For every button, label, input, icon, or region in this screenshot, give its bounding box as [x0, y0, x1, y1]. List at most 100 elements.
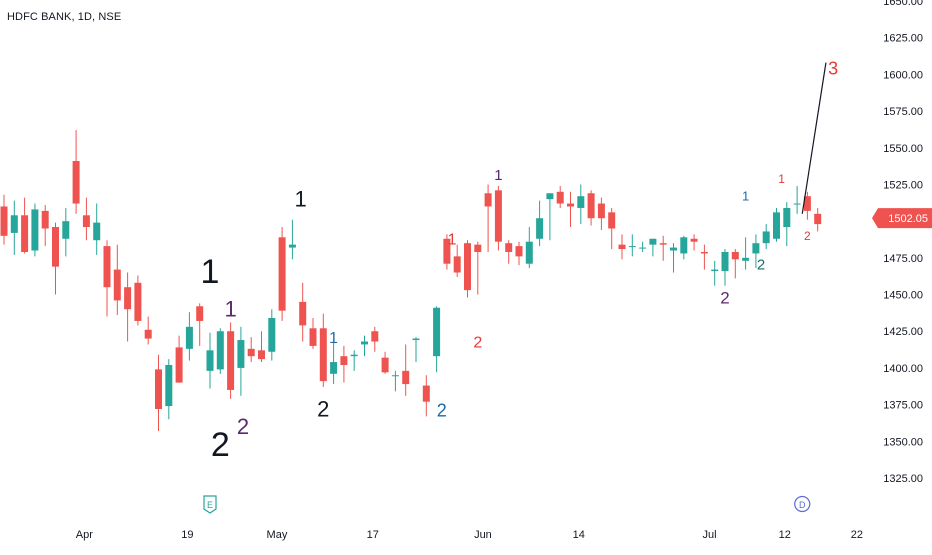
wave-label: 1 — [448, 232, 457, 249]
candle-body — [628, 246, 636, 248]
candle — [494, 185, 502, 251]
candle — [525, 227, 533, 269]
candle — [216, 328, 224, 374]
candle-body — [144, 329, 152, 339]
candle-body — [680, 237, 688, 254]
candle — [587, 190, 595, 226]
candle-body — [546, 193, 554, 200]
candle — [391, 370, 399, 392]
event-marker[interactable]: D — [794, 495, 811, 513]
candle — [474, 241, 482, 295]
candle — [649, 238, 657, 257]
candle — [124, 272, 132, 342]
y-tick-label: 1450.00 — [883, 290, 923, 302]
candle-body — [62, 221, 70, 239]
x-tick-label: May — [267, 529, 288, 541]
current-price-label: 1502.05 — [888, 213, 928, 225]
candle — [742, 237, 750, 270]
candle — [134, 275, 142, 326]
candle — [41, 205, 49, 247]
candle — [361, 335, 368, 357]
x-tick-label: 17 — [367, 529, 379, 541]
event-marker[interactable]: E — [203, 495, 217, 514]
candle — [680, 235, 688, 260]
candle — [268, 309, 276, 361]
wave-label: 2 — [720, 288, 729, 307]
price-axis[interactable]: 1325.00 1350.00 1375.00 1400.00 1425.00 1450.… — [883, 0, 923, 485]
candle — [237, 326, 245, 396]
candle — [628, 234, 636, 257]
candle-body — [505, 243, 513, 252]
candle-body — [124, 287, 132, 310]
candle — [93, 203, 101, 255]
candle-body — [752, 243, 760, 254]
wave-label: 2 — [473, 334, 482, 351]
candle-body — [639, 247, 647, 249]
candle-body — [783, 207, 791, 228]
candle — [546, 193, 554, 241]
candle-body — [247, 348, 255, 357]
y-tick-label: 1425.00 — [883, 326, 923, 338]
event-badge — [794, 495, 811, 513]
wave-label: 1 — [201, 253, 220, 291]
wave-label: 1 — [329, 330, 338, 347]
candle-body — [72, 160, 80, 204]
candle-body — [577, 196, 585, 208]
y-tick-label: 1650.00 — [883, 0, 923, 8]
y-tick-label: 1575.00 — [883, 106, 923, 118]
candle-body — [670, 247, 677, 251]
candle-body — [464, 243, 471, 291]
candle — [155, 354, 162, 432]
candle-body — [330, 362, 338, 374]
candle — [103, 240, 111, 317]
wave-label: 1 — [224, 297, 236, 322]
candle-body — [608, 212, 616, 229]
candle — [72, 130, 80, 214]
candle — [319, 313, 327, 388]
candle — [721, 249, 729, 286]
candle — [165, 359, 173, 420]
candle-body — [803, 196, 811, 211]
candle — [608, 207, 616, 250]
candle — [515, 241, 523, 266]
candle-body — [268, 318, 276, 352]
x-tick-label: Jun — [474, 529, 492, 541]
candle-body — [814, 213, 822, 225]
candle-body — [185, 326, 193, 349]
event-letter: D — [799, 500, 806, 510]
candle-body — [319, 328, 327, 382]
candle-body — [525, 241, 533, 264]
candle — [711, 260, 719, 286]
candle — [52, 222, 59, 295]
candle — [700, 244, 708, 270]
candle-body — [515, 246, 523, 257]
candle-body — [237, 340, 245, 368]
price-tag-bg — [872, 208, 932, 229]
candle — [443, 234, 451, 270]
candle — [31, 203, 39, 257]
candle-body — [773, 212, 780, 239]
candle-body — [31, 209, 39, 251]
candle-body — [196, 306, 204, 321]
candle-body — [433, 307, 441, 357]
wave-label: 1 — [494, 167, 502, 184]
candle-body — [690, 238, 698, 242]
candle — [10, 200, 18, 255]
candle-body — [299, 301, 307, 326]
candle — [144, 316, 152, 345]
candle-body — [659, 243, 667, 245]
candle-body — [597, 203, 605, 219]
candle-body — [340, 356, 348, 365]
candle-body — [155, 369, 162, 410]
time-axis[interactable]: Apr 19 May 17 Jun 14 Jul 12 22 — [76, 529, 863, 541]
candle-body — [412, 338, 420, 341]
candle — [371, 326, 379, 352]
candle — [556, 185, 564, 208]
candle-body — [381, 357, 389, 373]
wave-label: 2 — [237, 414, 249, 439]
candle — [381, 351, 389, 374]
y-tick-label: 1550.00 — [883, 143, 923, 155]
candle — [62, 207, 70, 257]
